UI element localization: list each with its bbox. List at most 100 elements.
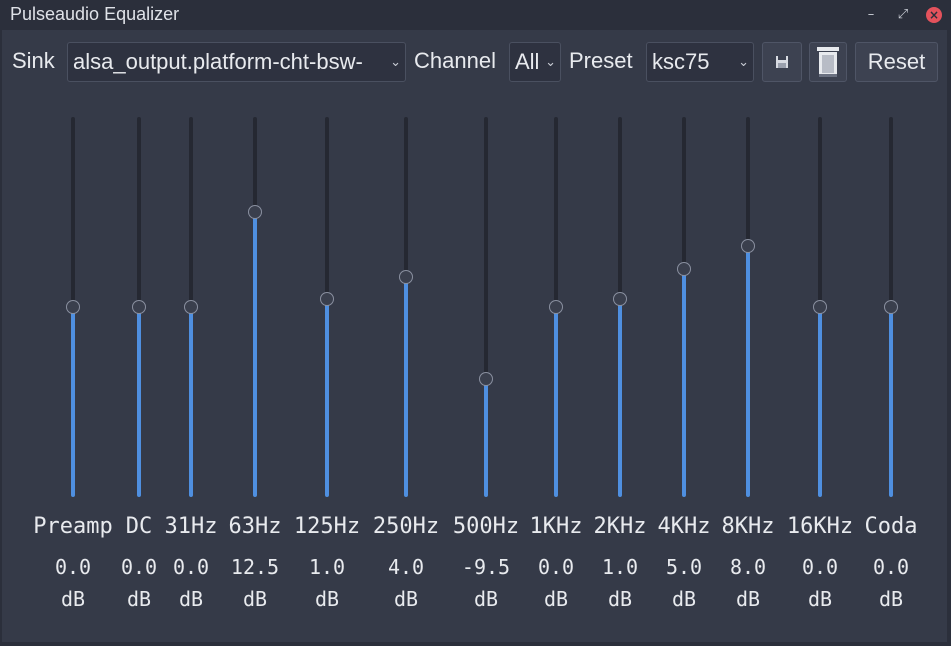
slider-fill	[818, 307, 822, 497]
delete-preset-button[interactable]	[809, 42, 847, 82]
trash-icon	[817, 47, 839, 77]
band-db-unit: dB	[807, 587, 833, 611]
band-value: 0.0 dB	[173, 551, 209, 615]
slider-handle[interactable]	[320, 292, 334, 307]
slider-fill	[889, 307, 893, 497]
band-db-unit: dB	[607, 587, 633, 611]
slider-track[interactable]	[484, 117, 488, 497]
band-db-value: 1.0	[601, 555, 639, 579]
band-label: 1KHz	[529, 514, 583, 539]
channel-dropdown[interactable]: All ⌄	[509, 42, 561, 82]
band-db-unit: dB	[242, 587, 268, 611]
band-db-value: -9.5	[461, 555, 511, 579]
band-db-value: 8.0	[729, 555, 767, 579]
band-value: 4.0 dB	[388, 551, 424, 615]
slider-fill	[484, 379, 488, 497]
band-db-unit: dB	[314, 587, 340, 611]
slider-fill	[137, 307, 141, 497]
band-db-unit: dB	[178, 587, 204, 611]
sink-dropdown[interactable]: alsa_output.platform-cht-bsw- ⌄	[67, 42, 406, 82]
chevron-down-icon: ⌄	[545, 54, 556, 69]
band-db-value: 0.0	[872, 555, 910, 579]
band-db-unit: dB	[671, 587, 697, 611]
band-value: 8.0 dB	[730, 551, 766, 615]
slider-handle[interactable]	[184, 300, 198, 314]
save-icon	[776, 56, 788, 68]
slider-fill	[189, 307, 193, 497]
slider-handle[interactable]	[741, 239, 755, 254]
band-db-unit: dB	[60, 587, 86, 611]
band-db-value: 0.0	[172, 555, 210, 579]
window-title: Pulseaudio Equalizer	[10, 4, 180, 24]
band-label: 4KHz	[657, 514, 711, 539]
slider-fill	[404, 276, 408, 497]
band-label: 31Hz	[164, 514, 218, 539]
band-label: DC	[125, 514, 153, 539]
band-db-value: 0.0	[120, 555, 158, 579]
slider-fill	[554, 307, 558, 497]
sink-label: Sink	[12, 48, 55, 73]
slider-handle[interactable]	[66, 300, 80, 314]
slider-handle[interactable]	[613, 292, 627, 307]
band-db-unit: dB	[126, 587, 152, 611]
slider-fill	[71, 307, 75, 497]
minimize-icon[interactable]: –	[867, 7, 875, 22]
band-label: 8KHz	[721, 514, 775, 539]
slider-handle[interactable]	[884, 300, 898, 314]
band-value: 12.5 dB	[231, 551, 279, 615]
band-db-value: 0.0	[54, 555, 92, 579]
slider-fill	[682, 269, 686, 497]
slider-handle[interactable]	[677, 262, 691, 276]
band-db-value: 1.0	[308, 555, 346, 579]
preset-value: ksc75	[652, 49, 710, 74]
band-label: Coda	[864, 514, 918, 539]
restore-icon[interactable]: ⤢	[897, 7, 909, 22]
band-label: 63Hz	[228, 514, 282, 539]
sink-value: alsa_output.platform-cht-bsw-	[73, 49, 363, 74]
band-value: 5.0 dB	[666, 551, 702, 615]
band-value: 0.0 dB	[802, 551, 838, 615]
band-value: 1.0 dB	[602, 551, 638, 615]
band-label: 16KHz	[786, 514, 854, 539]
band-value: 0.0 dB	[873, 551, 909, 615]
slider-handle[interactable]	[248, 205, 262, 219]
slider-fill	[325, 299, 329, 497]
band-db-unit: dB	[473, 587, 499, 611]
slider-fill	[253, 212, 257, 497]
band-value: 0.0 dB	[538, 551, 574, 615]
slider-fill	[618, 299, 622, 497]
channel-value: All	[515, 49, 540, 74]
band-db-value: 4.0	[387, 555, 425, 579]
band-db-value: 12.5	[230, 555, 280, 579]
band-label: 500Hz	[452, 514, 520, 539]
band-value: -9.5 dB	[462, 551, 510, 615]
band-db-unit: dB	[543, 587, 569, 611]
preset-label: Preset	[569, 48, 633, 73]
slider-handle[interactable]	[479, 372, 493, 387]
band-label: 250Hz	[372, 514, 440, 539]
reset-button[interactable]: Reset	[855, 42, 938, 82]
preset-dropdown[interactable]: ksc75 ⌄	[646, 42, 754, 82]
save-preset-button[interactable]	[762, 42, 802, 82]
chevron-down-icon: ⌄	[390, 54, 401, 69]
title-bar[interactable]: Pulseaudio Equalizer – ⤢ ×	[0, 0, 951, 30]
slider-handle[interactable]	[549, 300, 563, 314]
slider-handle[interactable]	[132, 300, 146, 314]
band-value: 0.0 dB	[55, 551, 91, 615]
main-panel	[2, 30, 947, 642]
band-db-unit: dB	[393, 587, 419, 611]
band-value: 0.0 dB	[121, 551, 157, 615]
band-label: 125Hz	[293, 514, 361, 539]
slider-handle[interactable]	[813, 300, 827, 314]
close-icon[interactable]: ×	[926, 7, 942, 23]
slider-fill	[746, 246, 750, 497]
band-db-unit: dB	[735, 587, 761, 611]
band-db-unit: dB	[878, 587, 904, 611]
slider-handle[interactable]	[399, 269, 413, 284]
band-db-value: 0.0	[801, 555, 839, 579]
band-db-value: 0.0	[537, 555, 575, 579]
band-label: 2KHz	[593, 514, 647, 539]
chevron-down-icon: ⌄	[738, 54, 749, 69]
band-value: 1.0 dB	[309, 551, 345, 615]
band-db-value: 5.0	[665, 555, 703, 579]
